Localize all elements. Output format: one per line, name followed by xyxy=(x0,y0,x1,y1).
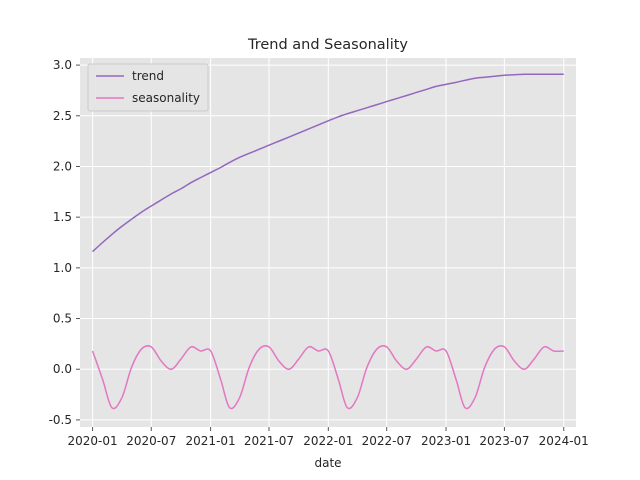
x-tick-label: 2020-07 xyxy=(126,434,176,448)
legend-label-trend: trend xyxy=(132,69,164,83)
y-tick-label: -0.5 xyxy=(49,413,72,427)
y-tick-label: 3.0 xyxy=(53,58,72,72)
y-tick-label: 1.5 xyxy=(53,210,72,224)
series-layer xyxy=(91,73,564,410)
series-line-seasonality xyxy=(91,345,564,410)
x-tick-label: 2023-07 xyxy=(479,434,529,448)
y-tick-label: 2.5 xyxy=(53,109,72,123)
x-tick-label: 2023-01 xyxy=(421,434,471,448)
legend-label-seasonality: seasonality xyxy=(132,91,200,105)
y-tick-label: 1.0 xyxy=(53,261,72,275)
series-line-trend xyxy=(92,73,564,253)
x-axis-title: date xyxy=(314,456,341,470)
x-axis: 2020-01 2020-07 2021-01 2021-07 2022-01 2022-… xyxy=(68,427,589,448)
x-tick-label: 2022-01 xyxy=(303,434,353,448)
x-tick-label: 2021-01 xyxy=(186,434,236,448)
y-tick-label: 0.0 xyxy=(53,362,72,376)
y-tick-label: 0.5 xyxy=(53,312,72,326)
x-tick-label: 2020-01 xyxy=(68,434,118,448)
y-axis: -0.5 0.0 0.5 1.0 1.5 2.0 2.5 3.0 xyxy=(49,58,80,427)
legend: trend seasonality xyxy=(87,63,209,112)
x-tick-label: 2022-07 xyxy=(362,434,412,448)
chart-title: Trend and Seasonality xyxy=(247,37,408,53)
y-tick-label: 2.0 xyxy=(53,159,72,173)
gridlines xyxy=(80,58,576,427)
x-tick-label: 2024-01 xyxy=(539,434,589,448)
x-tick-label: 2021-07 xyxy=(244,434,294,448)
